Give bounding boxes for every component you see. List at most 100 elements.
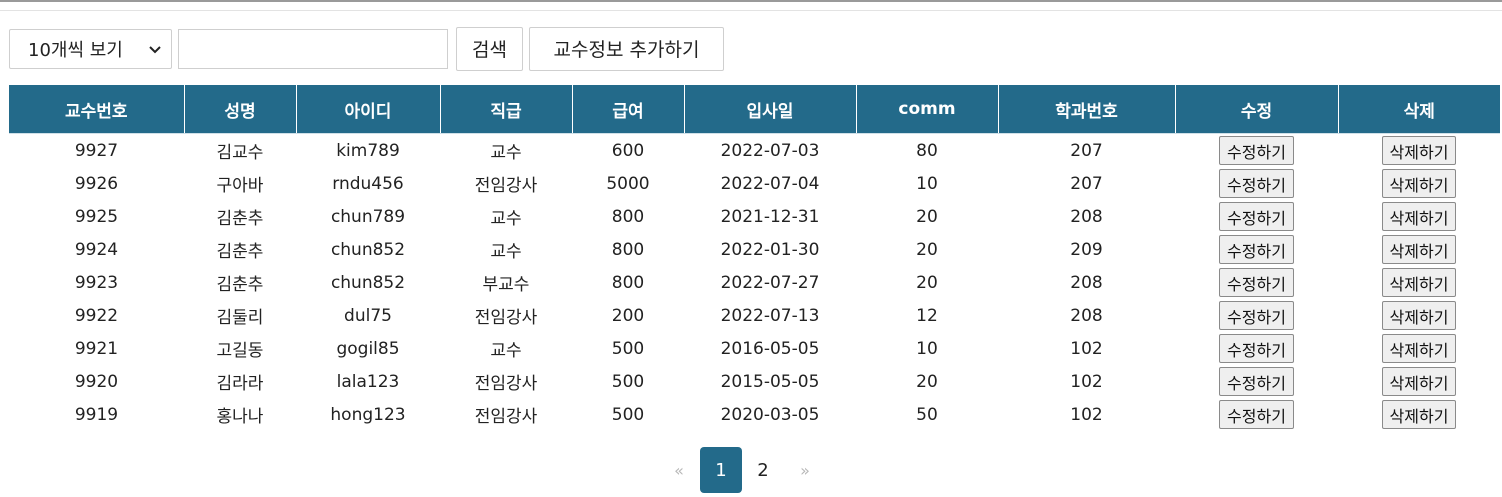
delete-button[interactable]: 삭제하기 xyxy=(1381,268,1457,297)
cell-comm: 10 xyxy=(916,338,938,359)
delete-button[interactable]: 삭제하기 xyxy=(1381,367,1457,396)
cell-edit: 수정하기 xyxy=(1175,167,1338,200)
edit-button[interactable]: 수정하기 xyxy=(1219,202,1294,231)
cell-delete: 삭제하기 xyxy=(1338,233,1500,266)
cell-id: dul75 xyxy=(344,305,392,326)
edit-button[interactable]: 수정하기 xyxy=(1219,301,1294,330)
cell-edit: 수정하기 xyxy=(1175,332,1338,365)
cell-prof-no: 9920 xyxy=(74,371,119,392)
cell-salary: 500 xyxy=(611,338,645,359)
pagination: « 1 2 » xyxy=(658,447,826,493)
cell-salary: 5000 xyxy=(606,173,650,194)
cell-dept-no: 207 xyxy=(1070,140,1103,161)
edit-button[interactable]: 수정하기 xyxy=(1219,367,1294,396)
table-row: 9922 김둘리 dul75 전임강사 200 2022-07-13 12 208 수정하기 삭제… xyxy=(9,299,1500,332)
cell-position: 교수 xyxy=(490,242,522,262)
toolbar: 10개씩 보기 검색 교수정보 추가하기 xyxy=(9,26,724,71)
table-body: 9927 김교수 kim789 교수 600 2022-07-03 80 207 수정하기 삭제하… xyxy=(9,134,1500,432)
cell-id: hong123 xyxy=(330,404,406,425)
table-row: 9924 김춘추 chun852 교수 800 2022-01-30 20 209 수정하기 삭제… xyxy=(9,233,1500,266)
page-size-select[interactable]: 10개씩 보기 xyxy=(9,28,172,69)
cell-dept-no: 207 xyxy=(1070,173,1103,194)
cell-comm: 12 xyxy=(916,305,938,326)
cell-id: chun789 xyxy=(330,206,406,227)
cell-salary: 500 xyxy=(611,404,645,425)
cell-prof-no: 9921 xyxy=(74,338,119,359)
cell-name: 김춘추 xyxy=(216,209,264,229)
cell-salary: 800 xyxy=(611,272,645,293)
cell-comm: 50 xyxy=(916,404,938,425)
delete-button[interactable]: 삭제하기 xyxy=(1381,235,1457,264)
column-header-position: 직급 xyxy=(440,85,573,134)
table-row: 9925 김춘추 chun789 교수 800 2021-12-31 20 208 수정하기 삭제… xyxy=(9,200,1500,233)
cell-id: gogil85 xyxy=(336,338,400,359)
column-header-comm: comm xyxy=(856,85,999,134)
edit-button[interactable]: 수정하기 xyxy=(1219,268,1294,297)
cell-comm: 80 xyxy=(916,140,938,161)
cell-position: 전임강사 xyxy=(474,374,538,394)
delete-button[interactable]: 삭제하기 xyxy=(1381,136,1457,165)
cell-name: 고길동 xyxy=(216,341,264,361)
edit-button[interactable]: 수정하기 xyxy=(1219,400,1294,429)
cell-dept-no: 209 xyxy=(1070,239,1103,260)
cell-position: 부교수 xyxy=(482,275,530,295)
cell-prof-no: 9927 xyxy=(74,140,119,161)
page-button-2[interactable]: 2 xyxy=(757,459,769,481)
cell-edit: 수정하기 xyxy=(1175,266,1338,299)
cell-prof-no: 9925 xyxy=(74,206,119,227)
page-prev-button[interactable]: « xyxy=(674,460,684,480)
edit-button[interactable]: 수정하기 xyxy=(1219,334,1294,363)
cell-id: chun852 xyxy=(330,272,406,293)
cell-hire-date: 2022-07-03 xyxy=(720,140,820,161)
cell-comm: 20 xyxy=(916,206,938,227)
delete-button[interactable]: 삭제하기 xyxy=(1381,400,1457,429)
column-header-hire-date: 입사일 xyxy=(684,85,857,134)
cell-dept-no: 208 xyxy=(1070,206,1103,227)
delete-button[interactable]: 삭제하기 xyxy=(1381,301,1457,330)
edit-button[interactable]: 수정하기 xyxy=(1219,169,1294,198)
cell-id: kim789 xyxy=(336,140,400,161)
column-header-name: 성명 xyxy=(184,85,297,134)
cell-hire-date: 2022-07-04 xyxy=(720,173,820,194)
table-row: 9926 구아바 rndu456 전임강사 5000 2022-07-04 10 207 수정하… xyxy=(9,167,1500,200)
cell-dept-no: 102 xyxy=(1070,404,1103,425)
cell-salary: 500 xyxy=(611,371,645,392)
search-input[interactable] xyxy=(178,28,448,69)
cell-hire-date: 2016-05-05 xyxy=(720,338,820,359)
cell-delete: 삭제하기 xyxy=(1338,365,1500,398)
cell-delete: 삭제하기 xyxy=(1338,398,1500,431)
delete-button[interactable]: 삭제하기 xyxy=(1381,169,1457,198)
cell-salary: 200 xyxy=(611,305,645,326)
page-button-1[interactable]: 1 xyxy=(700,447,742,493)
cell-name: 김둘리 xyxy=(216,308,264,328)
table-row: 9920 김라라 lala123 전임강사 500 2015-05-05 20 102 수정하기… xyxy=(9,365,1500,398)
page-next-button[interactable]: » xyxy=(800,460,810,480)
cell-dept-no: 102 xyxy=(1070,371,1103,392)
edit-button[interactable]: 수정하기 xyxy=(1219,136,1294,165)
cell-prof-no: 9923 xyxy=(74,272,119,293)
top-divider xyxy=(0,0,1502,2)
cell-hire-date: 2022-01-30 xyxy=(720,239,820,260)
cell-position: 전임강사 xyxy=(474,308,538,328)
cell-edit: 수정하기 xyxy=(1175,365,1338,398)
cell-edit: 수정하기 xyxy=(1175,398,1338,431)
delete-button[interactable]: 삭제하기 xyxy=(1381,334,1457,363)
professor-table-container: 교수번호 성명 아이디 직급 급여 입사일 comm 학과번호 수정 삭제 99… xyxy=(9,85,1502,431)
edit-button[interactable]: 수정하기 xyxy=(1219,235,1294,264)
table-row: 9919 홍나나 hong123 전임강사 500 2020-03-05 50 102 수정하기… xyxy=(9,398,1500,431)
cell-dept-no: 208 xyxy=(1070,272,1103,293)
top-divider-light xyxy=(0,10,1502,11)
cell-prof-no: 9919 xyxy=(74,404,119,425)
cell-comm: 10 xyxy=(916,173,938,194)
cell-edit: 수정하기 xyxy=(1175,233,1338,266)
cell-hire-date: 2015-05-05 xyxy=(720,371,820,392)
cell-salary: 800 xyxy=(611,206,645,227)
search-button[interactable]: 검색 xyxy=(456,26,523,71)
cell-name: 구아바 xyxy=(216,176,264,196)
cell-comm: 20 xyxy=(916,272,938,293)
table-header-row: 교수번호 성명 아이디 직급 급여 입사일 comm 학과번호 수정 삭제 xyxy=(9,85,1500,134)
cell-id: rndu456 xyxy=(332,173,404,194)
cell-dept-no: 102 xyxy=(1070,338,1103,359)
add-professor-button[interactable]: 교수정보 추가하기 xyxy=(529,26,724,71)
delete-button[interactable]: 삭제하기 xyxy=(1381,202,1457,231)
